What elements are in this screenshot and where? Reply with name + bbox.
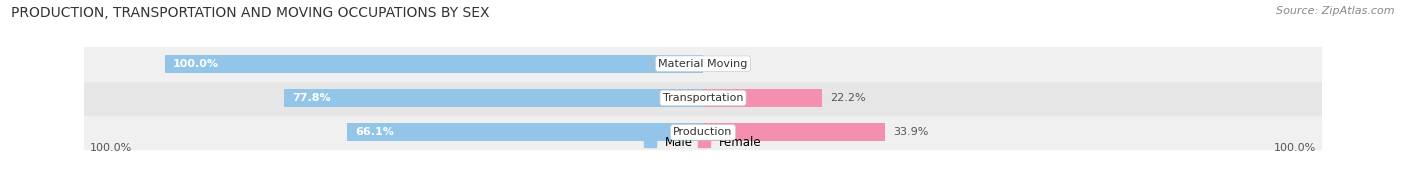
Text: 100.0%: 100.0% xyxy=(1274,143,1316,153)
Bar xyxy=(347,123,703,141)
Text: 66.1%: 66.1% xyxy=(356,127,394,137)
Text: 22.2%: 22.2% xyxy=(831,93,866,103)
Bar xyxy=(284,89,703,107)
Text: 33.9%: 33.9% xyxy=(893,127,929,137)
Text: 77.8%: 77.8% xyxy=(292,93,332,103)
Text: Material Moving: Material Moving xyxy=(658,59,748,69)
Bar xyxy=(84,115,1322,150)
Text: Transportation: Transportation xyxy=(662,93,744,103)
Text: Source: ZipAtlas.com: Source: ZipAtlas.com xyxy=(1277,6,1395,16)
Bar xyxy=(165,55,703,73)
Text: 0.0%: 0.0% xyxy=(711,59,740,69)
Bar xyxy=(84,81,1322,115)
Text: 100.0%: 100.0% xyxy=(90,143,132,153)
Bar xyxy=(84,47,1322,81)
Text: Production: Production xyxy=(673,127,733,137)
Bar xyxy=(703,89,823,107)
Text: PRODUCTION, TRANSPORTATION AND MOVING OCCUPATIONS BY SEX: PRODUCTION, TRANSPORTATION AND MOVING OC… xyxy=(11,6,489,20)
Bar xyxy=(703,123,886,141)
Text: 100.0%: 100.0% xyxy=(173,59,219,69)
Legend: Male, Female: Male, Female xyxy=(644,136,762,149)
